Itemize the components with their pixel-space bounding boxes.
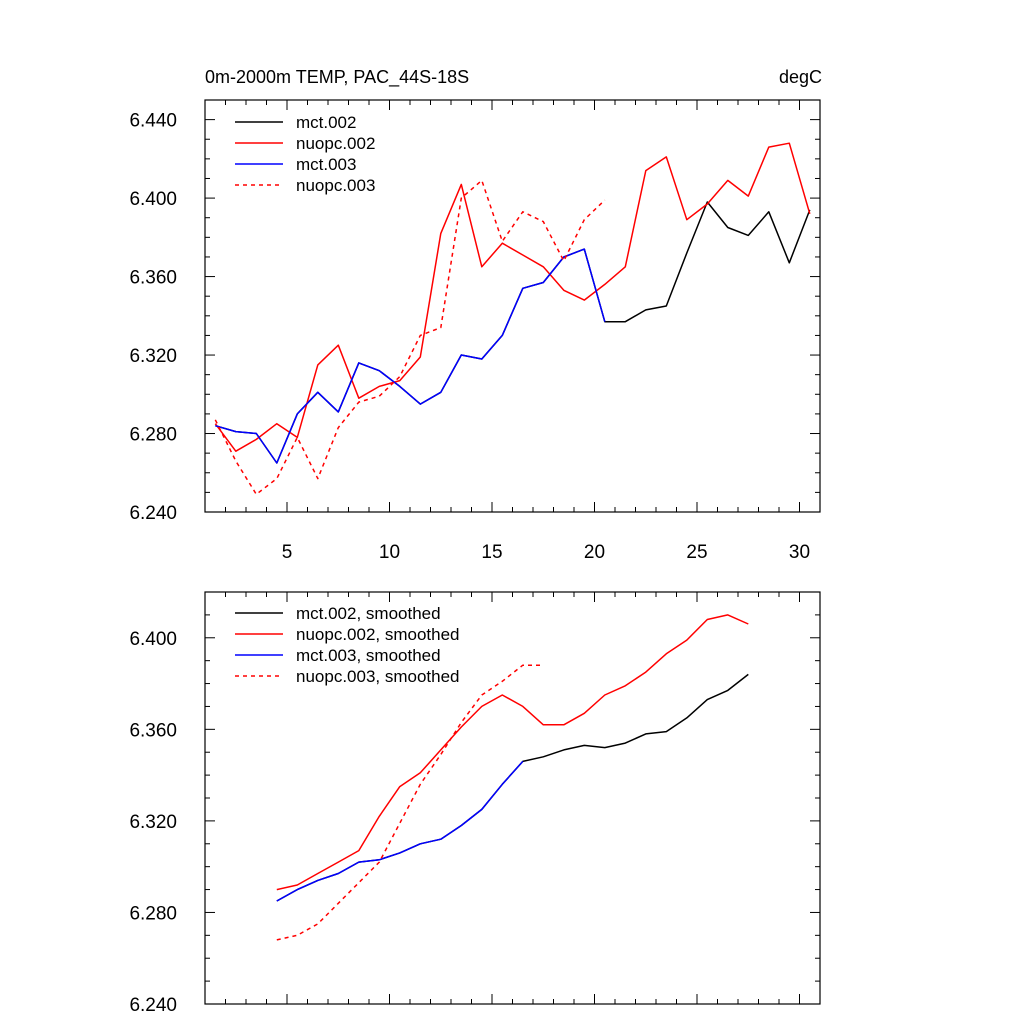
series-line-mct-002 — [215, 201, 811, 464]
legend-label: nuopc.002 — [296, 134, 375, 153]
legend-label: mct.003, smoothed — [296, 646, 441, 665]
series-line-mct-003-smoothed — [276, 760, 524, 902]
y-tick-label: 6.320 — [129, 346, 177, 367]
series-line-mct-003 — [215, 248, 606, 464]
y-tick-label: 6.280 — [129, 425, 177, 446]
top-panel-units: degC — [779, 67, 822, 87]
y-tick-label: 6.240 — [129, 995, 177, 1016]
legend-label: nuopc.003, smoothed — [296, 667, 460, 686]
top-panel: 0m-2000m TEMP, PAC_44S-18S degC 5 10 15 20 2… — [129, 67, 822, 563]
y-tick-label: 6.320 — [129, 812, 177, 833]
series-line-nuopc-002-smoothed — [276, 614, 749, 891]
series-line-nuopc-002 — [214, 142, 811, 452]
y-tick-label: 6.360 — [129, 268, 177, 289]
x-tick-label: 5 — [282, 542, 293, 563]
bottom-panel: 6.240 6.280 6.320 6.360 6.400 mct.002, smooth… — [129, 591, 821, 1016]
y-tick-label: 6.360 — [129, 720, 177, 741]
top-panel-title: 0m-2000m TEMP, PAC_44S-18S — [205, 67, 469, 88]
y-tick-label: 6.280 — [129, 903, 177, 924]
x-tick-label: 25 — [686, 542, 707, 563]
x-tick-label: 20 — [584, 542, 605, 563]
legend-label: nuopc.003 — [296, 176, 375, 195]
y-tick-label: 6.400 — [129, 189, 177, 210]
legend-label: mct.002 — [296, 113, 356, 132]
legend-label: nuopc.002, smoothed — [296, 625, 460, 644]
y-tick-label: 6.400 — [129, 629, 177, 650]
legend-label: mct.003 — [296, 155, 356, 174]
x-tick-label: 15 — [481, 542, 502, 563]
x-tick-label: 30 — [789, 542, 810, 563]
x-tick-label: 10 — [379, 542, 400, 563]
y-tick-label: 6.440 — [129, 111, 177, 132]
y-tick-label: 6.240 — [129, 503, 177, 524]
series-line-nuopc-003-smoothed — [276, 664, 544, 941]
series-line-nuopc-003 — [214, 179, 606, 496]
legend-label: mct.002, smoothed — [296, 604, 441, 623]
series-line-mct-002-smoothed — [276, 673, 749, 902]
